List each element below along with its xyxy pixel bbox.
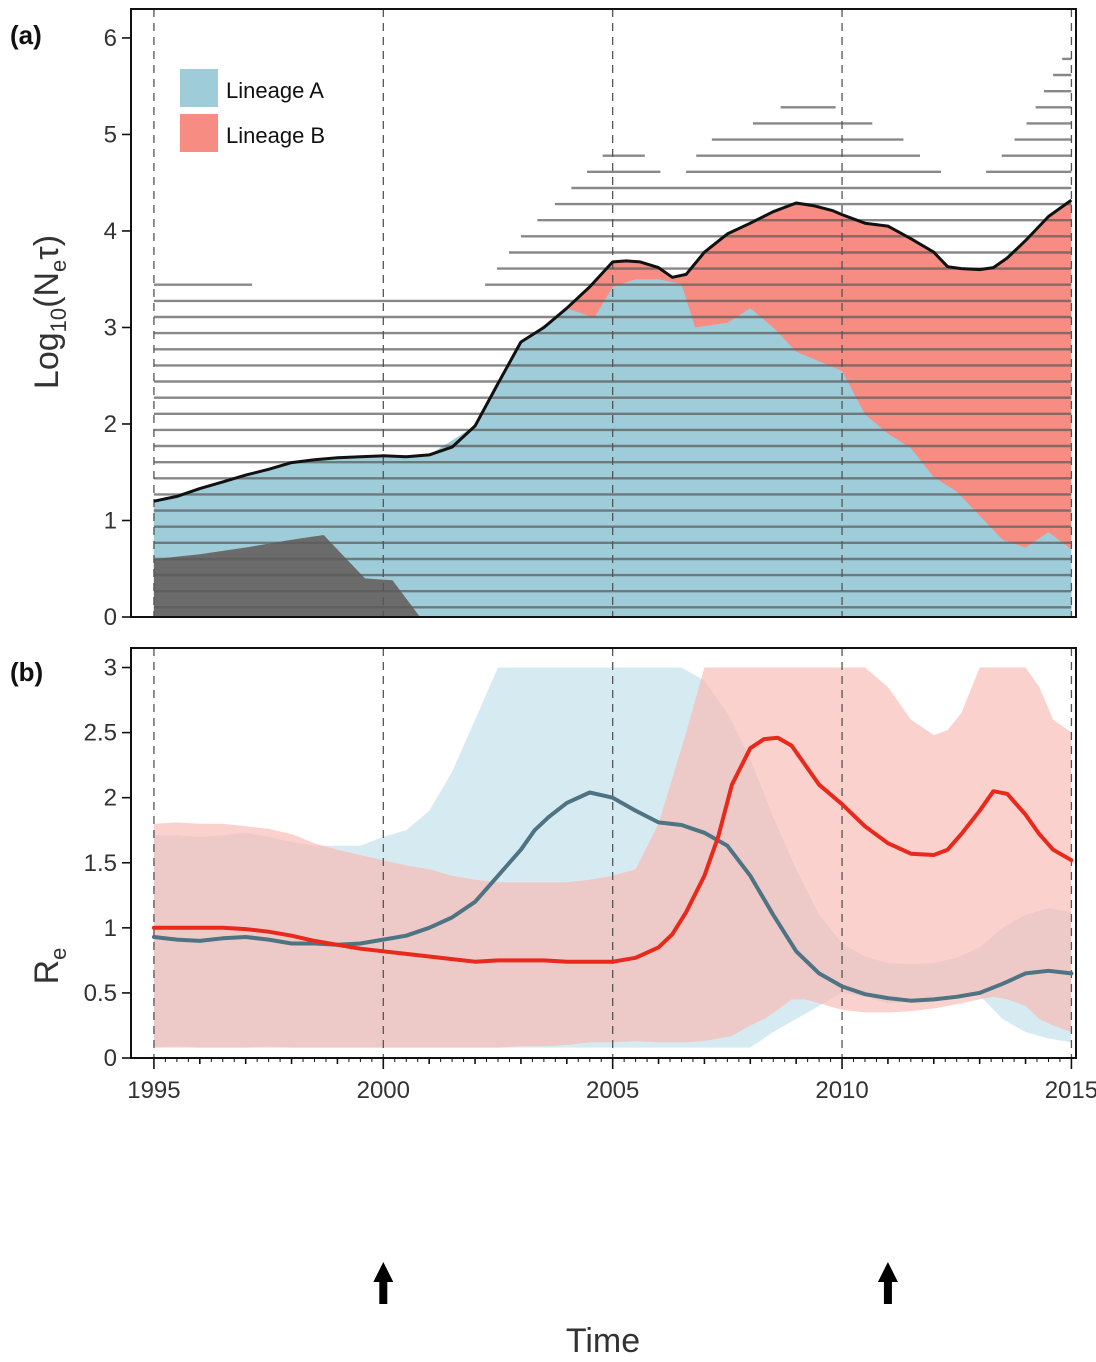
y-axis-title-a: Log10(Neτ) bbox=[28, 235, 71, 389]
panel-label-a: (a) bbox=[10, 20, 42, 50]
x-tick-label: 1995 bbox=[127, 1077, 180, 1104]
x-tick-label: 2000 bbox=[357, 1077, 410, 1104]
panel-b: 0 0.5 1 1.5 2 2.5 3 1995 2000 2005 2010 2015 (b) R… bbox=[10, 647, 1096, 1360]
total-line bbox=[153, 198, 1073, 503]
y-tick-label: 5 bbox=[104, 121, 117, 148]
y-tick-label: 0 bbox=[104, 604, 117, 631]
y-tick-label: 1 bbox=[104, 507, 117, 534]
legend: Lineage A Lineage B bbox=[180, 69, 325, 152]
panel-a: 0 1 2 3 4 5 6 (a) Lineage A Lineage B Log10(Ne… bbox=[10, 8, 1077, 631]
y-tick-label: 0 bbox=[104, 1045, 117, 1072]
plot-frame-b bbox=[130, 647, 1077, 1059]
y-ticks-b: 0 0.5 1 1.5 2 2.5 3 bbox=[84, 655, 131, 1072]
x-tick-label: 2015 bbox=[1045, 1077, 1096, 1104]
y-tick-label: 2 bbox=[104, 785, 117, 812]
legend-label-lineage-a: Lineage A bbox=[226, 78, 324, 103]
legend-label-lineage-b: Lineage B bbox=[226, 123, 325, 148]
y-ticks-a: 0 1 2 3 4 5 6 bbox=[104, 25, 131, 631]
dashed-vlines bbox=[153, 9, 1073, 617]
total-line-path bbox=[153, 198, 1073, 503]
x-ticks: 1995 2000 2005 2010 2015 bbox=[127, 1058, 1096, 1104]
x-axis-title: Time bbox=[566, 1322, 640, 1360]
y-tick-label: 4 bbox=[104, 218, 117, 245]
legend-swatch-lineage-b bbox=[180, 114, 218, 152]
y-tick-label: 1.5 bbox=[84, 850, 117, 877]
legend-swatch-lineage-a bbox=[180, 69, 218, 107]
x-tick-label: 2010 bbox=[815, 1077, 868, 1104]
re-line-0 bbox=[151, 790, 1074, 1003]
panel-label-b: (b) bbox=[10, 657, 43, 687]
y-tick-label: 3 bbox=[104, 314, 117, 341]
y-tick-label: 3 bbox=[104, 655, 117, 682]
re-lines bbox=[151, 735, 1074, 1003]
arrow-icon bbox=[373, 1262, 394, 1304]
arrow-icon bbox=[877, 1262, 898, 1304]
y-tick-label: 2.5 bbox=[84, 720, 117, 747]
y-tick-label: 1 bbox=[104, 915, 117, 942]
dashed-vlines-b bbox=[153, 648, 1073, 1058]
y-tick-label: 0.5 bbox=[84, 980, 117, 1007]
arrows bbox=[373, 1262, 898, 1304]
re-line-1 bbox=[151, 735, 1074, 964]
plot-frame-a bbox=[130, 8, 1077, 618]
y-tick-label: 2 bbox=[104, 411, 117, 438]
x-tick-label: 2005 bbox=[586, 1077, 639, 1104]
y-tick-label: 6 bbox=[104, 25, 117, 52]
y-axis-title-b: Re bbox=[28, 948, 71, 985]
